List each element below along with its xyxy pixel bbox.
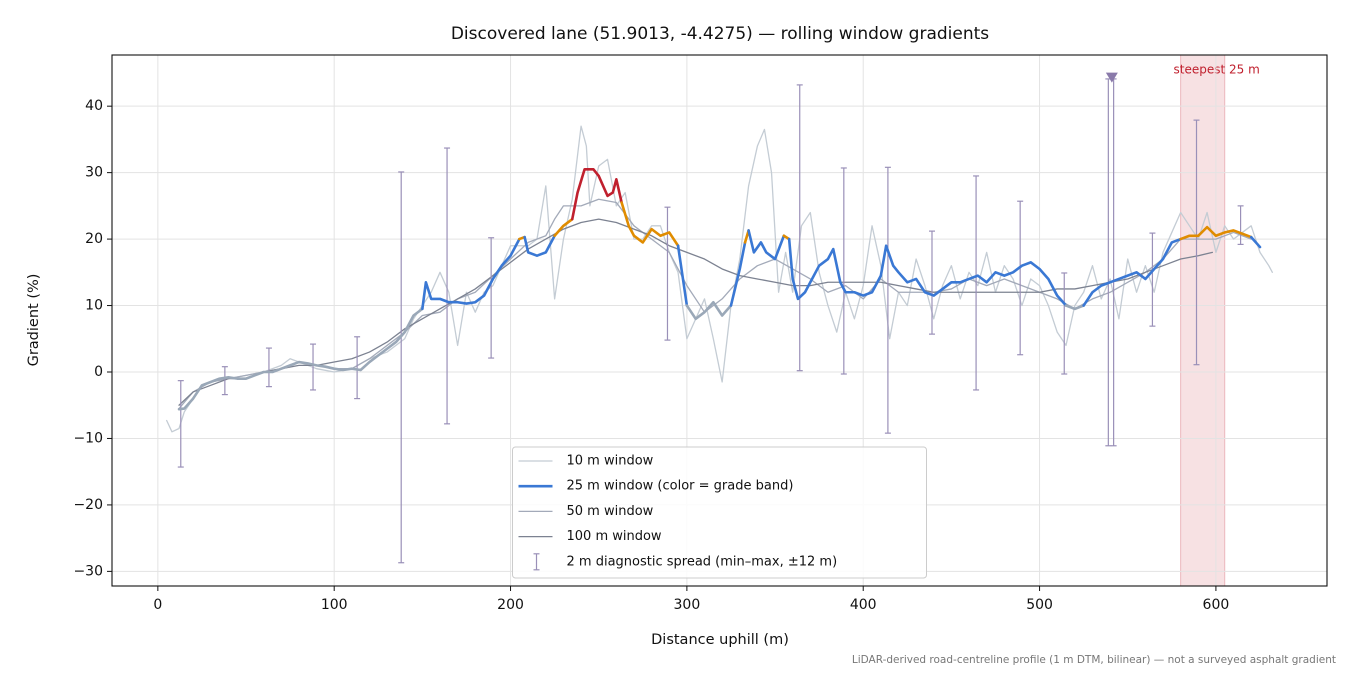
line-25m-band [553, 217, 574, 238]
error-bar [177, 380, 184, 468]
line-25m-band [1179, 225, 1253, 241]
line-25m-band [685, 300, 733, 321]
error-bar [1105, 78, 1112, 447]
error-bar [1061, 272, 1068, 375]
footnote: LiDAR-derived road-centreline profile (1… [852, 654, 1336, 666]
error-bar [1110, 78, 1117, 447]
error-bar [221, 366, 228, 396]
line-0 [166, 125, 1273, 433]
error-bar [884, 166, 891, 434]
marker [1105, 72, 1118, 83]
error-bar [444, 147, 451, 425]
line-25m-band [1082, 237, 1182, 307]
legend-label: 2 m diagnostic spread (min–max, ±12 m) [567, 554, 838, 569]
line-25m-band [177, 307, 424, 411]
x-tick-label: 400 [850, 597, 877, 613]
error-bar [1149, 232, 1156, 327]
error-bar [354, 336, 361, 400]
error-bar [488, 237, 495, 359]
y-tick-label: −20 [73, 497, 103, 513]
steepest-span [1180, 54, 1226, 587]
error-bar [265, 347, 272, 388]
x-tick-label: 100 [321, 597, 348, 613]
y-tick-label: 10 [85, 298, 103, 314]
x-tick-label: 0 [153, 597, 162, 613]
span-label: steepest 25 m [1174, 63, 1260, 77]
y-tick-label: −30 [73, 563, 103, 579]
line-25m-band [523, 234, 556, 258]
legend-label: 10 m window [567, 454, 654, 469]
y-axis-label: Gradient (%) [26, 274, 42, 367]
line-25m-band [787, 237, 1068, 307]
error-bar [664, 206, 671, 341]
error-bar [1017, 200, 1024, 356]
error-bar [310, 343, 317, 391]
y-tick-label: 30 [85, 165, 103, 181]
plot-frame [111, 54, 1328, 587]
line-25m-band [1249, 235, 1262, 249]
line-25m-band [1064, 304, 1085, 311]
x-axis-label: Distance uphill (m) [651, 632, 789, 648]
y-tick-label: −10 [73, 430, 103, 446]
legend-swatch [533, 553, 540, 571]
line-25m-band [676, 244, 689, 307]
line-25m-band [729, 241, 747, 307]
error-bar [928, 230, 935, 335]
legend-label: 25 m window (color = grade band) [567, 479, 794, 494]
line-25m-band [747, 229, 786, 261]
x-tick-label: 600 [1203, 597, 1230, 613]
error-bar [398, 171, 405, 564]
y-tick-label: 20 [85, 231, 103, 247]
line-25m-band [620, 201, 680, 248]
line-3 [178, 218, 1214, 406]
x-tick-label: 300 [674, 597, 701, 613]
y-tick-label: 40 [85, 98, 103, 114]
error-bar [796, 84, 803, 372]
x-tick-label: 500 [1026, 597, 1053, 613]
chart-title: Discovered lane (51.9013, -4.4275) — rol… [451, 24, 989, 44]
error-bar [1237, 205, 1244, 246]
legend-label: 100 m window [567, 529, 662, 544]
error-bar [973, 175, 980, 391]
error-bar [840, 167, 847, 375]
error-bar [1193, 119, 1200, 366]
line-25m-band [570, 168, 623, 221]
legend-label: 50 m window [567, 504, 654, 519]
line-25m-band [421, 237, 521, 311]
x-tick-label: 200 [497, 597, 524, 613]
y-tick-label: 0 [94, 364, 103, 380]
legend-box [512, 446, 927, 579]
